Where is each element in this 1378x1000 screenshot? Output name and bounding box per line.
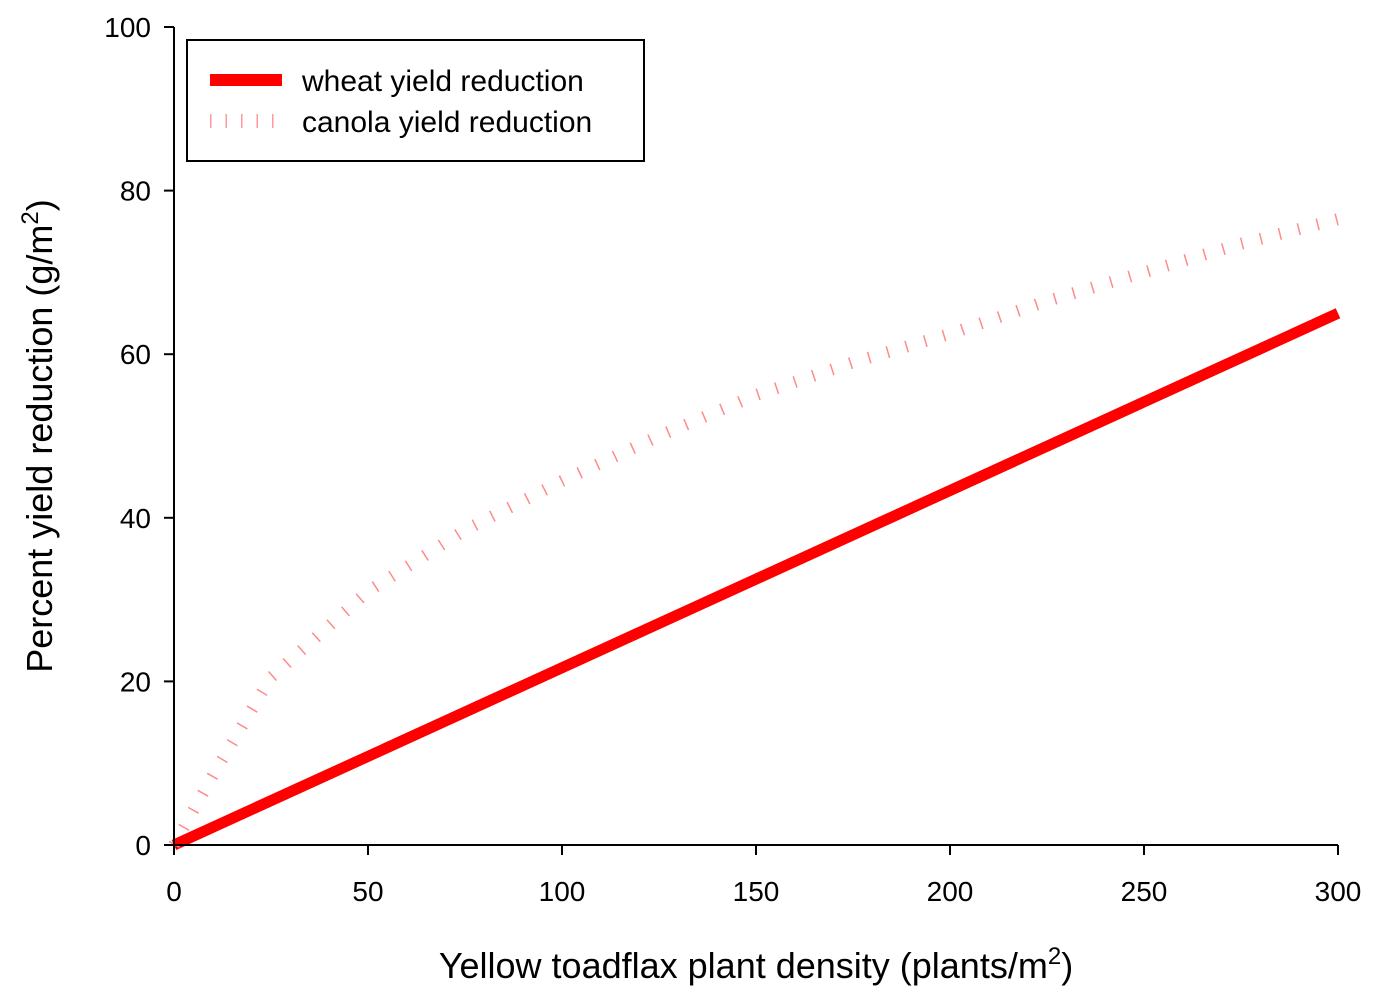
y-tick-label: 80 — [120, 176, 151, 207]
legend-label-wheat: wheat yield reduction — [301, 65, 584, 98]
y-axis-title: Percent yield reduction (g/m2) — [17, 199, 60, 673]
x-tick-label: 150 — [733, 876, 780, 907]
legend-box — [186, 39, 645, 162]
y-tick-label: 100 — [104, 12, 151, 43]
x-tick-label: 250 — [1121, 876, 1168, 907]
series-line-canola — [168, 213, 1340, 848]
legend-label-canola: canola yield reduction — [302, 106, 592, 139]
plot-area — [168, 213, 1341, 851]
x-tick-label: 50 — [352, 876, 383, 907]
y-tick-label: 40 — [120, 503, 151, 534]
series-line-wheat — [171, 308, 1341, 851]
y-ticks: 0 20 40 60 80 100 — [104, 12, 174, 861]
x-tick-label: 200 — [927, 876, 974, 907]
x-ticks: 0 50 100 150 200 250 300 — [166, 845, 1361, 907]
x-tick-label: 300 — [1315, 876, 1362, 907]
legend: wheat yield reduction canola yield reduc… — [186, 39, 645, 162]
y-tick-label: 0 — [135, 830, 151, 861]
x-axis-title: Yellow toadflax plant density (plants/m2… — [439, 943, 1073, 986]
x-tick-label: 100 — [539, 876, 586, 907]
y-tick-label: 20 — [120, 666, 151, 697]
y-tick-label: 60 — [120, 339, 151, 370]
x-tick-label: 0 — [166, 876, 182, 907]
